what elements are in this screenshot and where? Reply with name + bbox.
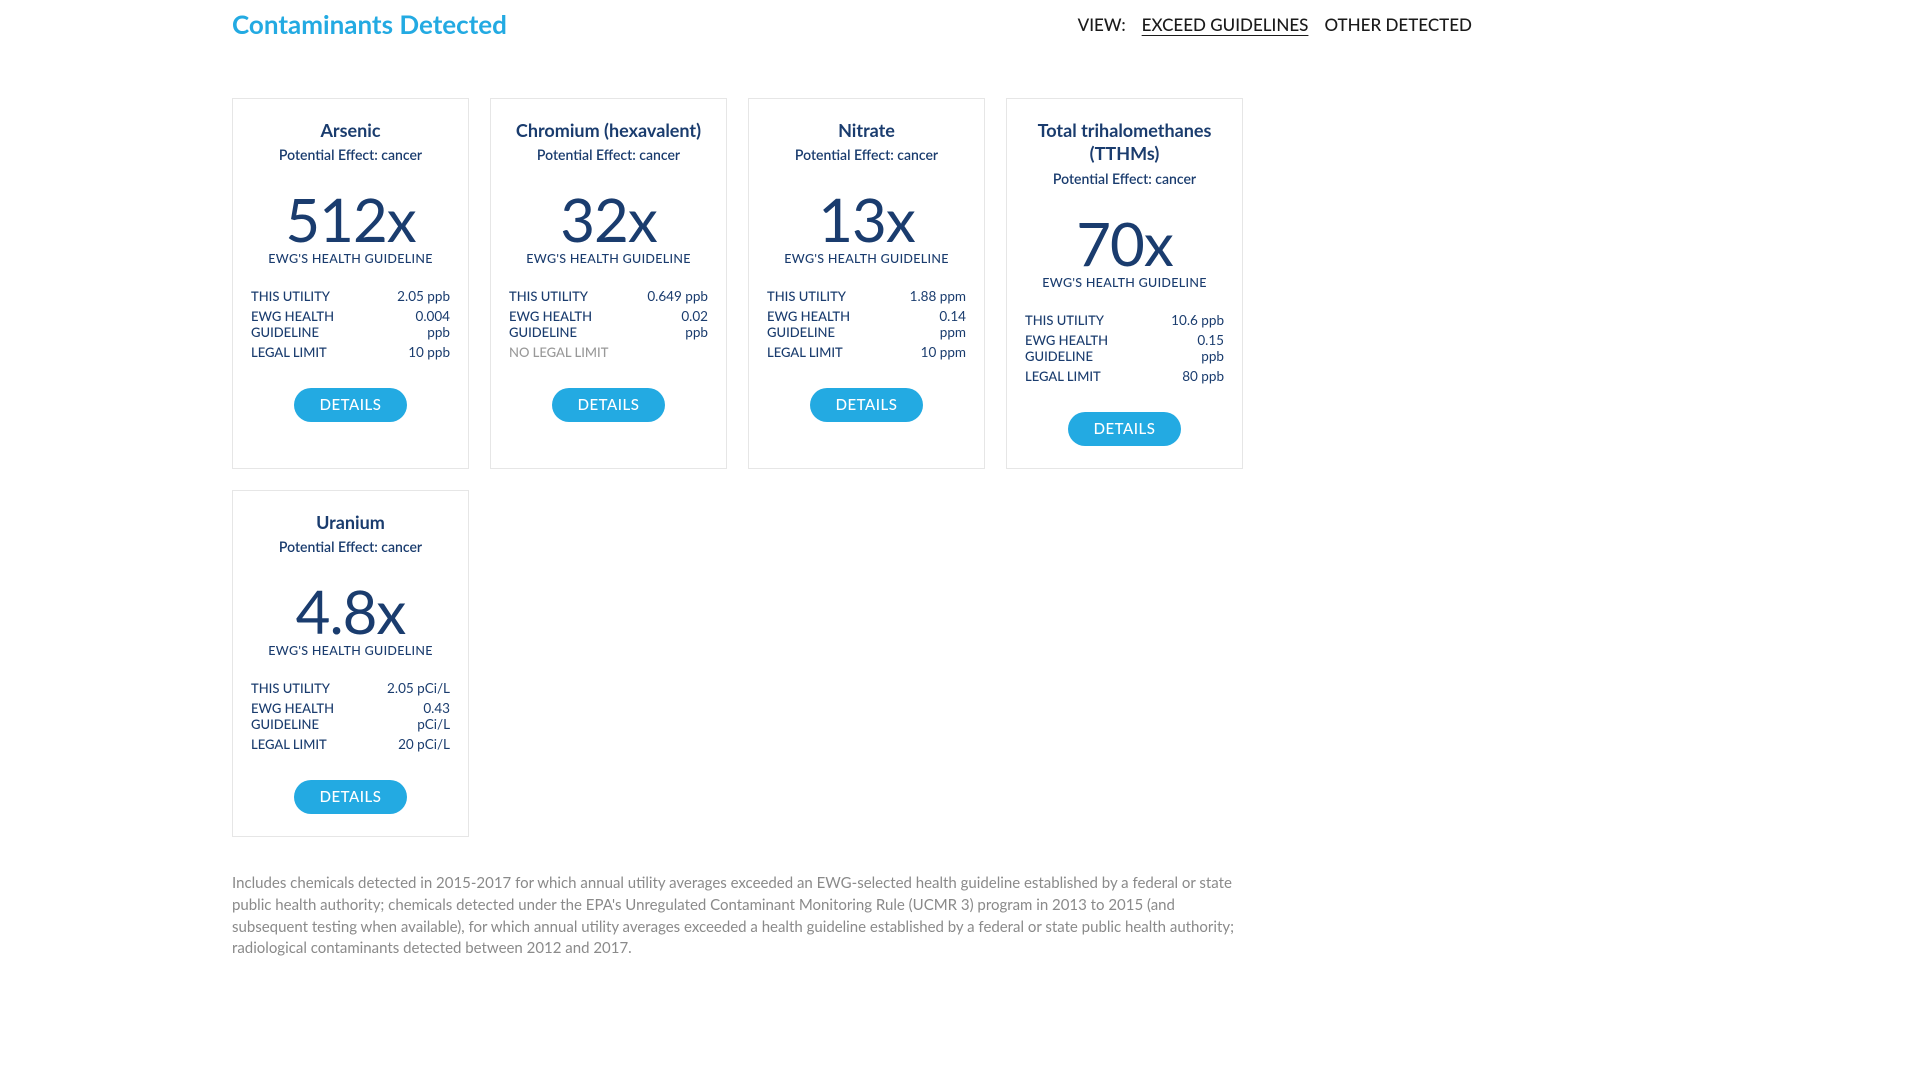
stat-label: EWG HEALTH GUIDELINE — [1025, 332, 1173, 364]
guideline-label: EWG'S HEALTH GUIDELINE — [1023, 275, 1226, 290]
guideline-label: EWG'S HEALTH GUIDELINE — [249, 643, 452, 658]
details-button[interactable]: DETAILS — [294, 388, 408, 422]
contaminant-name: Total trihalomethanes (TTHMs) — [1023, 119, 1226, 166]
contaminant-effect: Potential Effect: cancer — [1023, 170, 1226, 187]
stat-value: 0.14 ppm — [913, 308, 966, 340]
stat-row-ewg-guideline: EWG HEALTH GUIDELINE0.15 ppb — [1023, 332, 1226, 364]
stat-value: 10 ppm — [921, 344, 966, 360]
contaminant-name: Nitrate — [765, 119, 968, 142]
stat-row-legal-limit: LEGAL LIMIT 10 ppb — [249, 344, 452, 360]
stat-value: 0.004 ppb — [394, 308, 450, 340]
contaminant-card: Chromium (hexavalent) Potential Effect: c… — [490, 98, 727, 469]
stat-value: 2.05 pCi/L — [387, 680, 450, 696]
contaminant-name: Chromium (hexavalent) — [507, 119, 710, 142]
stat-label: LEGAL LIMIT — [1025, 368, 1101, 384]
stat-label: THIS UTILITY — [1025, 312, 1104, 328]
stat-row-legal-limit: LEGAL LIMIT 80 ppb — [1023, 368, 1226, 384]
contaminant-effect: Potential Effect: cancer — [249, 146, 452, 163]
stat-row-this-utility: THIS UTILITY 1.88 ppm — [765, 288, 968, 304]
details-button[interactable]: DETAILS — [552, 388, 666, 422]
contaminant-multiplier: 512x — [249, 189, 452, 249]
contaminant-card: Total trihalomethanes (TTHMs) Potential E… — [1006, 98, 1243, 469]
contaminant-card: Uranium Potential Effect: cancer 4.8x EWG'S… — [232, 490, 469, 837]
stat-value: 0.02 ppb — [657, 308, 708, 340]
stat-row-this-utility: THIS UTILITY 2.05 pCi/L — [249, 680, 452, 696]
stat-value: 0.43 pCi/L — [392, 700, 450, 732]
stat-value: 10 ppb — [408, 344, 450, 360]
contaminant-multiplier: 32x — [507, 189, 710, 249]
view-label: VIEW: — [1078, 14, 1126, 35]
guideline-label: EWG'S HEALTH GUIDELINE — [507, 251, 710, 266]
stat-label: LEGAL LIMIT — [251, 344, 327, 360]
header-row: Contaminants Detected VIEW: EXCEED GUIDE… — [232, 8, 1472, 40]
stat-label: THIS UTILITY — [767, 288, 846, 304]
contaminant-effect: Potential Effect: cancer — [507, 146, 710, 163]
stat-label: THIS UTILITY — [251, 288, 330, 304]
guideline-label: EWG'S HEALTH GUIDELINE — [765, 251, 968, 266]
stat-value: 20 pCi/L — [398, 736, 450, 752]
contaminant-multiplier: 4.8x — [249, 581, 452, 641]
stat-label: THIS UTILITY — [509, 288, 588, 304]
stat-value: 0.15 ppb — [1173, 332, 1224, 364]
contaminant-card: Nitrate Potential Effect: cancer 13x EWG'S … — [748, 98, 985, 469]
stat-value: 0.649 ppb — [647, 288, 708, 304]
stat-row-ewg-guideline: EWG HEALTH GUIDELINE0.004 ppb — [249, 308, 452, 340]
stat-label: EWG HEALTH GUIDELINE — [251, 700, 392, 732]
stat-row-this-utility: THIS UTILITY 10.6 ppb — [1023, 312, 1226, 328]
stat-value: 80 ppb — [1182, 368, 1224, 384]
stat-value: 2.05 ppb — [397, 288, 450, 304]
footnote-text: Includes chemicals detected in 2015-2017… — [232, 873, 1237, 960]
stat-value: 1.88 ppm — [910, 288, 966, 304]
stat-label: EWG HEALTH GUIDELINE — [767, 308, 913, 340]
contaminant-multiplier: 70x — [1023, 213, 1226, 273]
main-container: Contaminants Detected VIEW: EXCEED GUIDE… — [232, 0, 1472, 960]
stat-row-ewg-guideline: EWG HEALTH GUIDELINE0.14 ppm — [765, 308, 968, 340]
stat-label: LEGAL LIMIT — [251, 736, 327, 752]
contaminant-card: Arsenic Potential Effect: cancer 512x EWG'S… — [232, 98, 469, 469]
view-option-other[interactable]: OTHER DETECTED — [1324, 14, 1472, 35]
cards-grid: Arsenic Potential Effect: cancer 512x EWG'S… — [232, 98, 1472, 837]
stat-label: LEGAL LIMIT — [767, 344, 843, 360]
stat-label: EWG HEALTH GUIDELINE — [509, 308, 657, 340]
view-controls: VIEW: EXCEED GUIDELINES OTHER DETECTED — [1078, 14, 1472, 35]
stat-row-legal-limit: LEGAL LIMIT 20 pCi/L — [249, 736, 452, 752]
stat-row-ewg-guideline: EWG HEALTH GUIDELINE0.43 pCi/L — [249, 700, 452, 732]
stat-row-ewg-guideline: EWG HEALTH GUIDELINE0.02 ppb — [507, 308, 710, 340]
stat-label: THIS UTILITY — [251, 680, 330, 696]
contaminant-name: Arsenic — [249, 119, 452, 142]
contaminant-effect: Potential Effect: cancer — [765, 146, 968, 163]
guideline-label: EWG'S HEALTH GUIDELINE — [249, 251, 452, 266]
details-button[interactable]: DETAILS — [294, 780, 408, 814]
stat-label: EWG HEALTH GUIDELINE — [251, 308, 394, 340]
stat-row-legal-limit: LEGAL LIMIT 10 ppm — [765, 344, 968, 360]
stat-row-this-utility: THIS UTILITY 2.05 ppb — [249, 288, 452, 304]
page-title: Contaminants Detected — [232, 8, 507, 40]
contaminant-multiplier: 13x — [765, 189, 968, 249]
view-option-exceed[interactable]: EXCEED GUIDELINES — [1142, 14, 1309, 35]
stat-value: 10.6 ppb — [1171, 312, 1224, 328]
stat-row-this-utility: THIS UTILITY 0.649 ppb — [507, 288, 710, 304]
no-legal-limit-label: NO LEGAL LIMIT — [507, 344, 710, 360]
contaminant-name: Uranium — [249, 511, 452, 534]
details-button[interactable]: DETAILS — [1068, 412, 1182, 446]
contaminant-effect: Potential Effect: cancer — [249, 538, 452, 555]
details-button[interactable]: DETAILS — [810, 388, 924, 422]
